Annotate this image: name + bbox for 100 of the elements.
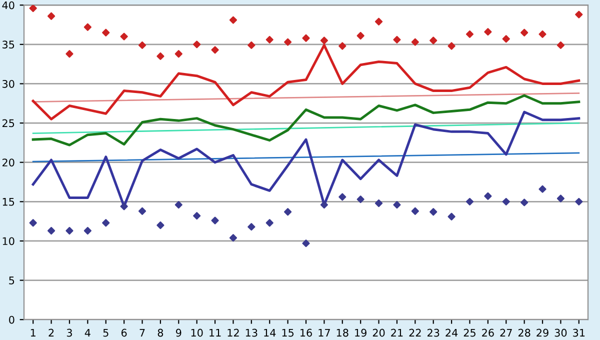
x-tick-label: 28 <box>518 328 530 337</box>
point <box>484 192 492 200</box>
point <box>575 198 583 206</box>
point <box>66 226 74 235</box>
point <box>138 207 146 215</box>
point <box>356 32 364 40</box>
point <box>374 199 383 208</box>
x-tick-label: 14 <box>264 328 276 337</box>
point <box>66 50 74 58</box>
point <box>174 50 182 58</box>
point <box>538 30 546 38</box>
point <box>284 208 292 216</box>
x-tick-label: 8 <box>158 328 164 337</box>
x-tick-label: 21 <box>391 328 403 337</box>
point <box>411 38 419 46</box>
point <box>84 23 92 31</box>
point <box>266 219 274 227</box>
y-tick-label: 5 <box>9 276 14 284</box>
x-tick-label: 5 <box>103 328 108 337</box>
x-tick-label: 1 <box>30 328 36 337</box>
point <box>229 16 238 24</box>
point <box>102 28 110 36</box>
point <box>174 201 182 209</box>
point <box>248 223 256 231</box>
point <box>47 226 56 235</box>
point <box>120 32 128 40</box>
point <box>448 212 456 220</box>
x-tick-label: 26 <box>482 328 494 337</box>
point <box>556 41 565 49</box>
point <box>138 41 146 49</box>
point <box>575 10 583 18</box>
x-tick-label: 25 <box>464 328 476 337</box>
point <box>229 234 238 242</box>
y-tick-label: 35 <box>2 40 14 49</box>
point <box>29 5 37 12</box>
x-tick-label: 23 <box>427 328 440 337</box>
point <box>520 198 528 206</box>
point <box>84 226 92 235</box>
point <box>302 240 310 248</box>
point <box>47 12 56 20</box>
y-tick-label: 30 <box>2 80 14 88</box>
point <box>320 36 328 44</box>
y-tick-label: 0 <box>9 316 14 324</box>
point <box>338 193 346 201</box>
point <box>266 36 274 44</box>
point <box>248 41 256 49</box>
y-tick-label: 20 <box>2 158 14 166</box>
point <box>556 194 565 202</box>
point <box>356 196 364 204</box>
point <box>411 207 419 215</box>
x-tick-label: 20 <box>372 328 385 337</box>
x-tick-label: 24 <box>446 328 458 337</box>
point <box>466 30 474 38</box>
point <box>374 18 383 26</box>
point <box>193 40 201 48</box>
x-tick-label: 27 <box>500 328 512 337</box>
y-tick-label: 10 <box>2 237 14 246</box>
point <box>29 219 37 227</box>
x-tick-label: 13 <box>246 328 258 337</box>
y-tick-label: 40 <box>2 1 14 10</box>
point <box>302 34 310 42</box>
x-tick-label: 31 <box>573 328 585 337</box>
point <box>484 28 492 36</box>
point <box>538 185 546 193</box>
point <box>211 46 219 54</box>
point <box>156 221 164 230</box>
point <box>120 202 128 210</box>
x-tick-label: 18 <box>336 328 348 337</box>
x-tick-label: 15 <box>282 328 294 337</box>
point <box>156 52 164 60</box>
x-tick-label: 10 <box>191 328 203 337</box>
point <box>320 201 328 209</box>
point <box>284 38 292 46</box>
x-tick-label: 6 <box>121 328 127 337</box>
point <box>520 28 528 36</box>
point <box>393 201 401 209</box>
x-tick-label: 17 <box>318 328 330 337</box>
x-tick-label: 29 <box>536 328 548 337</box>
line-series <box>32 94 580 146</box>
point <box>502 198 510 206</box>
point <box>393 36 401 44</box>
x-tick-label: 7 <box>140 328 145 337</box>
x-tick-label: 2 <box>48 328 54 337</box>
x-tick-label: 30 <box>554 328 567 337</box>
x-tick-label: 3 <box>66 328 72 337</box>
point <box>338 42 346 50</box>
x-tick-label: 11 <box>210 328 221 337</box>
point <box>430 208 438 216</box>
point <box>502 35 510 43</box>
x-tick-label: 12 <box>228 328 239 337</box>
point <box>466 198 474 206</box>
x-tick-label: 16 <box>300 328 312 337</box>
x-tick-label: 19 <box>355 328 366 337</box>
y-tick-label: 25 <box>2 119 14 128</box>
x-tick-label: 4 <box>84 328 90 337</box>
point <box>211 216 219 224</box>
x-tick-label: 9 <box>176 328 182 337</box>
point <box>430 36 438 44</box>
y-tick-label: 15 <box>2 198 14 206</box>
point <box>448 42 456 50</box>
